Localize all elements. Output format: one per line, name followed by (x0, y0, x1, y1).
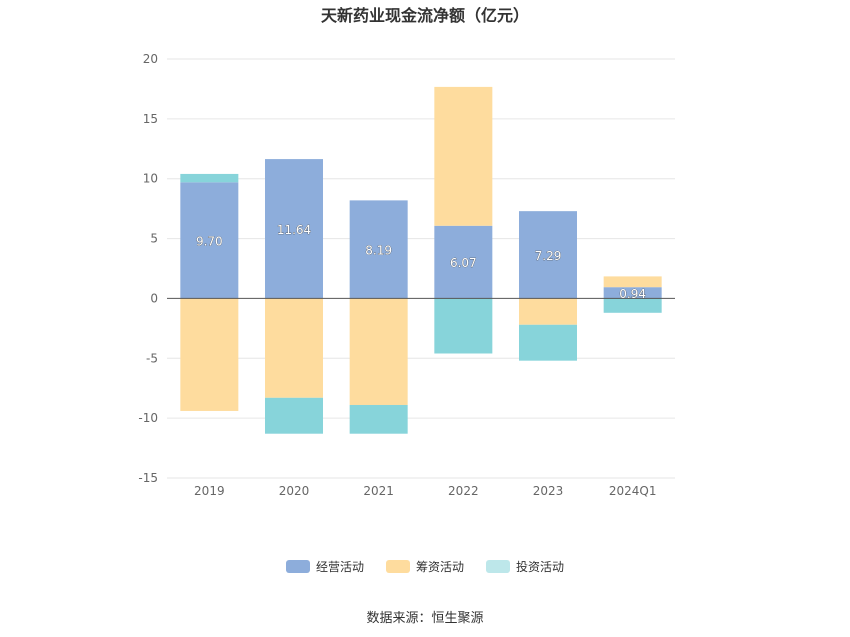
bar-2021-series-0 (349, 200, 408, 299)
x-tick-label: 2019 (194, 484, 225, 498)
bar-2019-series-1 (180, 298, 239, 411)
bar-2021-series-2 (349, 404, 408, 434)
bar-2020-series-0 (265, 159, 323, 299)
legend-label-investing: 投资活动 (516, 560, 565, 574)
y-tick-label: 15 (143, 112, 158, 126)
legend-label-financing: 筹资活动 (415, 560, 464, 574)
data-label: 0.94 (619, 287, 646, 301)
bar-2023-series-2 (519, 324, 577, 361)
y-axis-ticks: 20 15 10 5 0 -5 -10 -15 (138, 52, 158, 485)
data-label: 6.07 (450, 256, 477, 270)
bar-2024Q1-series-2 (603, 298, 662, 313)
bar-2024Q1-series-1 (603, 276, 662, 288)
y-tick-label: 20 (143, 52, 158, 66)
legend-label-operating: 经营活动 (315, 560, 364, 574)
y-tick-label: -5 (146, 351, 158, 365)
chart-title: 天新药业现金流净额（亿元） (320, 6, 529, 25)
bar-2020-series-1 (265, 298, 323, 398)
bar-2023-series-1 (519, 298, 577, 325)
legend-item-operating[interactable]: 经营活动 (285, 558, 364, 575)
y-tick-label: -15 (138, 471, 158, 485)
data-labels: 9.70 11.64 8.19 6.07 7.29 0.94 (196, 222, 647, 301)
bar-2022-series-1 (434, 86, 493, 226)
x-tick-label: 2024Q1 (609, 484, 657, 498)
bar-2020-series-2 (265, 397, 323, 434)
legend-item-investing[interactable]: 投资活动 (486, 558, 564, 575)
data-label: 11.64 (277, 223, 311, 237)
bar-2022-series-2 (434, 298, 493, 354)
y-tick-label: 5 (150, 232, 158, 246)
y-tick-label: 10 (143, 172, 158, 186)
bars (180, 86, 662, 434)
legend-item-financing[interactable]: 筹资活动 (385, 558, 464, 575)
x-tick-label: 2021 (363, 484, 394, 498)
bar-2019-series-0 (180, 182, 239, 299)
x-tick-label: 2023 (533, 484, 564, 498)
data-label: 8.19 (365, 243, 392, 257)
legend-swatch-operating (285, 560, 310, 573)
bar-2021-series-1 (349, 298, 408, 405)
x-axis-ticks: 2019 2020 2021 2022 2023 2024Q1 (194, 484, 656, 498)
bar-2022-series-0 (434, 225, 493, 299)
data-label: 9.70 (196, 234, 223, 248)
x-tick-label: 2022 (448, 484, 479, 498)
legend: 经营活动 筹资活动 投资活动 (0, 558, 850, 575)
legend-swatch-financing (385, 560, 410, 573)
bar-2023-series-0 (519, 211, 577, 299)
bar-2024Q1-series-0 (603, 287, 662, 299)
y-tick-label: -10 (138, 411, 158, 425)
x-tick-label: 2020 (279, 484, 310, 498)
legend-swatch-investing (486, 560, 510, 573)
data-source: 数据来源：恒生聚源 (366, 611, 484, 626)
data-label: 7.29 (535, 249, 562, 263)
y-tick-label: 0 (150, 291, 158, 305)
bar-2019-series-2 (180, 173, 239, 183)
grid-lines (167, 58, 675, 479)
